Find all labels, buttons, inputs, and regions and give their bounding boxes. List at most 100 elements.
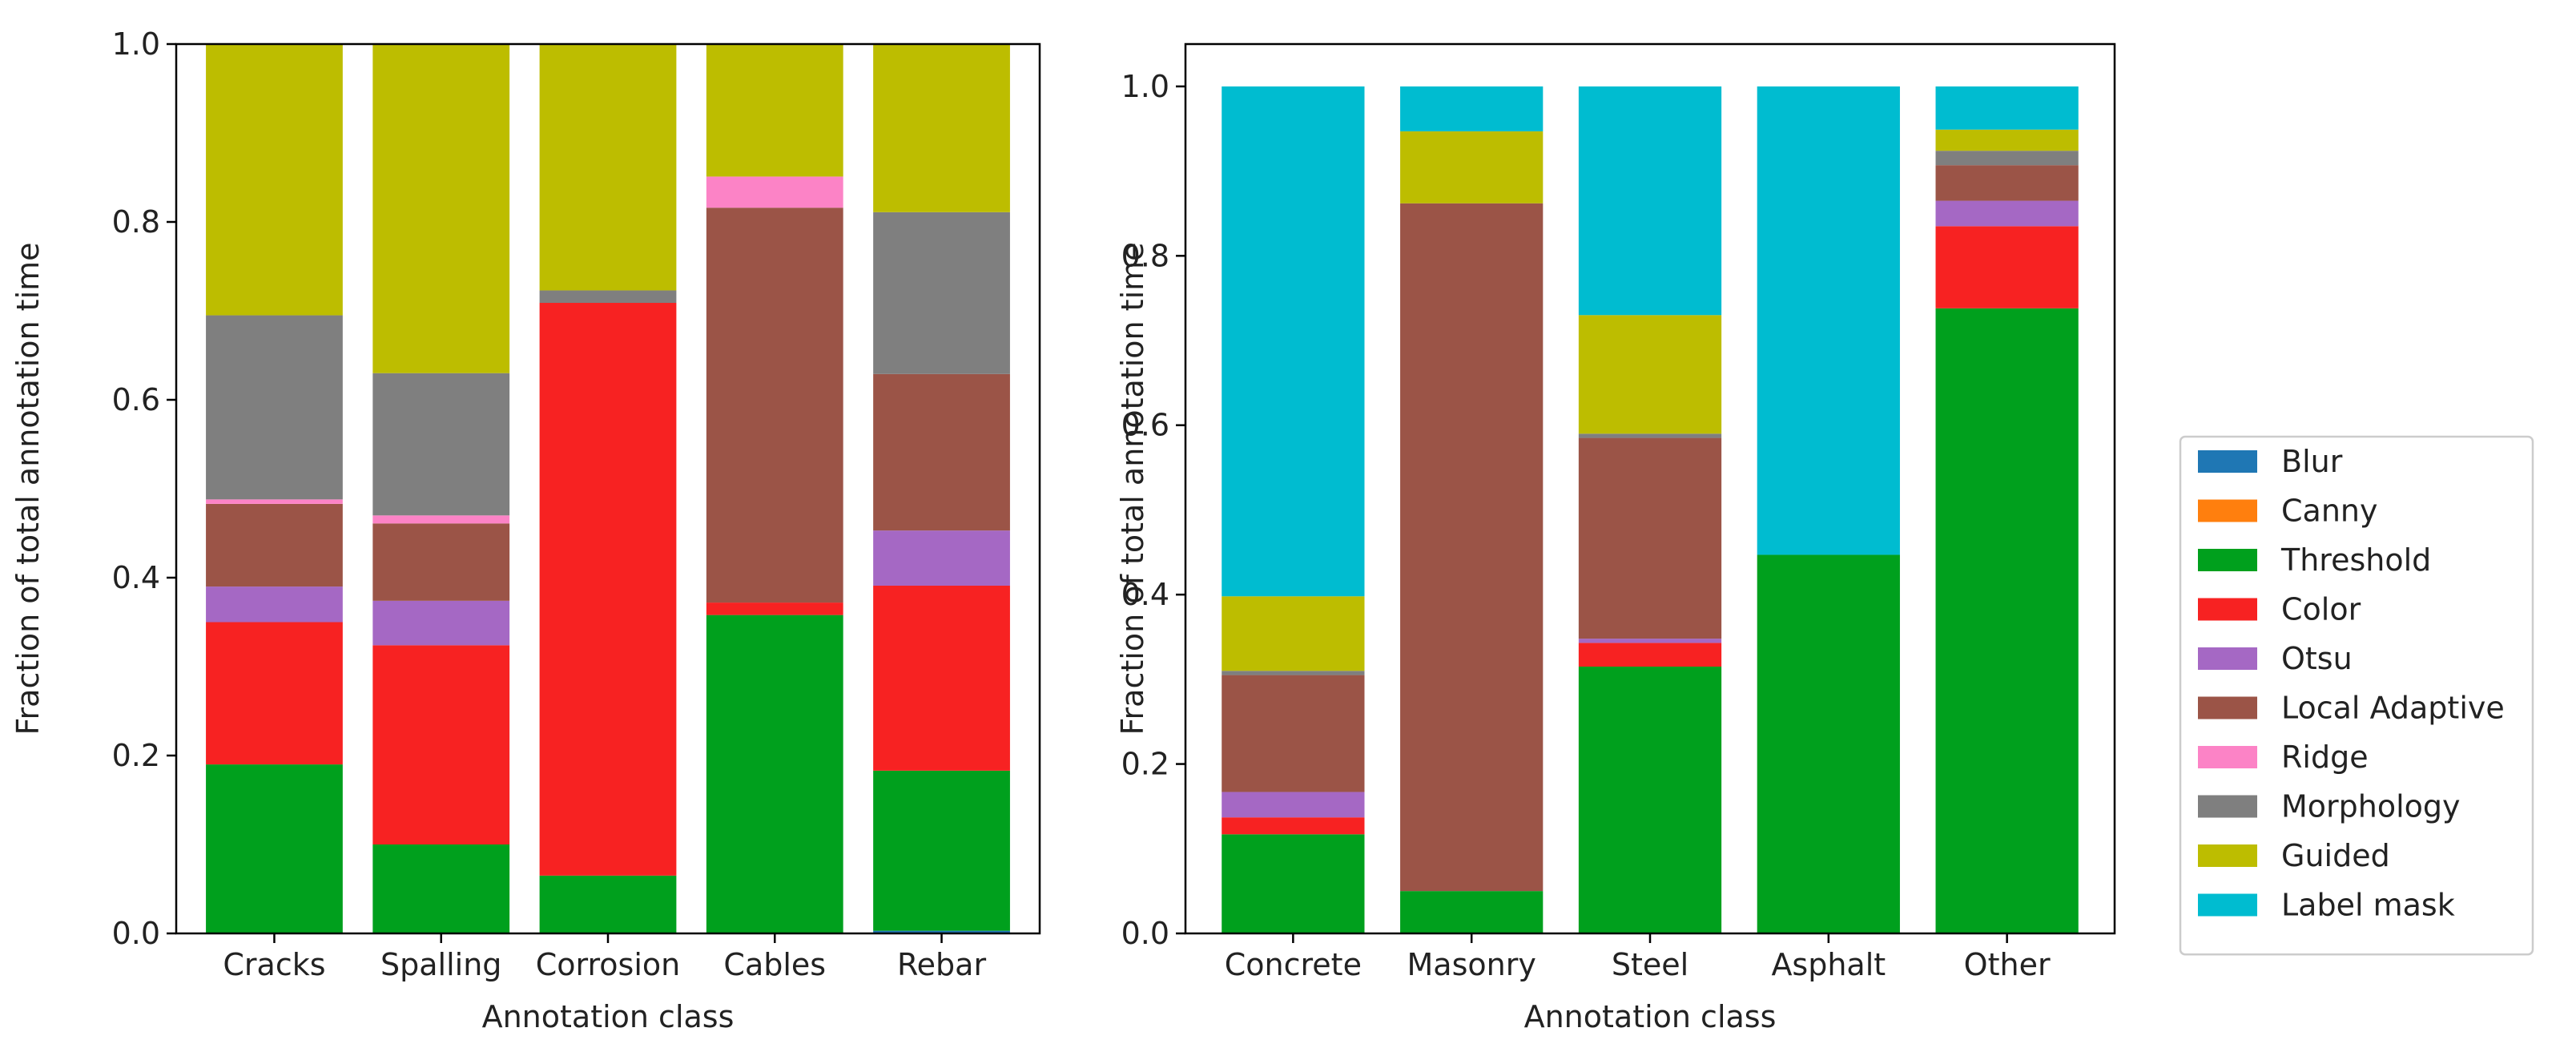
bar-spalling-color: [372, 645, 510, 844]
bar-cracks-guided: [206, 44, 343, 316]
legend-label-canny: Canny: [2281, 494, 2377, 529]
x-tick-label-rebar: Rebar: [897, 947, 986, 982]
bar-rebar-guided: [873, 44, 1010, 212]
bar-concrete-morphology: [1222, 671, 1365, 675]
y-tick-label: 0.0: [1121, 916, 1169, 951]
bar-cables-guided: [706, 44, 843, 177]
y-axis-label: Fraction of total annotation time: [1115, 242, 1150, 735]
x-tick-label-corrosion: Corrosion: [536, 947, 680, 982]
bar-masonry-label-mask: [1400, 86, 1544, 131]
bar-corrosion-color: [539, 303, 677, 876]
x-tick-label-spalling: Spalling: [380, 947, 501, 982]
y-axis-label: Fraction of total annotation time: [10, 242, 46, 735]
y-tick-label: 0.4: [1121, 577, 1169, 612]
x-tick-label-cracks: Cracks: [223, 947, 325, 982]
bar-spalling-morphology: [372, 373, 510, 516]
y-tick-label: 0.0: [112, 916, 160, 951]
bar-rebar-blur: [873, 930, 1010, 933]
bar-rebar-color: [873, 585, 1010, 771]
bar-spalling-threshold: [372, 844, 510, 933]
bar-steel-morphology: [1578, 433, 1722, 438]
y-tick-label: 0.8: [112, 204, 160, 240]
legend-swatch-ridge: [2198, 746, 2257, 768]
bar-other-otsu: [1935, 200, 2079, 227]
bar-other-guided: [1935, 129, 2079, 151]
bar-concrete-color: [1222, 817, 1365, 835]
bar-concrete-otsu: [1222, 792, 1365, 818]
bar-other-color: [1935, 226, 2079, 308]
x-axis-label: Annotation class: [482, 999, 735, 1034]
bar-cables-color: [706, 603, 843, 615]
y-tick-label: 0.6: [1121, 408, 1169, 443]
legend-swatch-morphology: [2198, 795, 2257, 818]
legend-swatch-otsu: [2198, 647, 2257, 670]
x-tick-label-steel: Steel: [1612, 947, 1688, 982]
bar-steel-otsu: [1578, 639, 1722, 643]
bar-rebar-local-adaptive: [873, 373, 1010, 531]
bar-steel-label-mask: [1578, 86, 1722, 316]
x-axis-label: Annotation class: [1524, 999, 1777, 1034]
bar-asphalt-threshold: [1757, 554, 1900, 933]
bar-masonry-threshold: [1400, 891, 1544, 933]
bar-masonry-guided: [1400, 131, 1544, 204]
legend-label-ridge: Ridge: [2281, 740, 2369, 775]
bar-other-local-adaptive: [1935, 165, 2079, 201]
bar-cables-threshold: [706, 615, 843, 933]
legend-swatch-blur: [2198, 450, 2257, 473]
legend-label-local-adaptive: Local Adaptive: [2281, 691, 2505, 726]
legend-label-blur: Blur: [2281, 444, 2343, 479]
y-tick-label: 0.2: [112, 738, 160, 773]
bar-cracks-threshold: [206, 764, 343, 933]
x-tick-label-cables: Cables: [723, 947, 826, 982]
bar-corrosion-threshold: [539, 875, 677, 933]
bar-spalling-ridge: [372, 515, 510, 524]
bar-concrete-guided: [1222, 596, 1365, 671]
bar-cracks-ridge: [206, 499, 343, 504]
y-tick-label: 0.2: [1121, 747, 1169, 782]
bar-spalling-local-adaptive: [372, 523, 510, 601]
legend-label-otsu: Otsu: [2281, 641, 2353, 676]
y-tick-label: 0.6: [112, 382, 160, 417]
legend-swatch-canny: [2198, 499, 2257, 522]
bar-steel-local-adaptive: [1578, 437, 1722, 639]
legend-label-morphology: Morphology: [2281, 789, 2461, 824]
bar-rebar-threshold: [873, 770, 1010, 931]
bar-cables-ridge: [706, 176, 843, 208]
bar-spalling-otsu: [372, 600, 510, 646]
bar-cracks-local-adaptive: [206, 503, 343, 587]
y-tick-label: 1.0: [1121, 69, 1169, 104]
bar-asphalt-label-mask: [1757, 86, 1900, 555]
x-tick-label-asphalt: Asphalt: [1771, 947, 1886, 982]
right-chart: 0.0 0.2 0.4 0.6 0.8 1.0 Concrete Masonry Steel As…: [1115, 42, 2116, 1034]
bar-other-morphology: [1935, 151, 2079, 166]
bar-corrosion-guided: [539, 44, 677, 291]
legend-label-color: Color: [2281, 592, 2361, 627]
bar-spalling-guided: [372, 44, 510, 373]
legend-label-threshold: Threshold: [2280, 542, 2431, 578]
bar-concrete-threshold: [1222, 834, 1365, 933]
legend-swatch-color: [2198, 598, 2257, 621]
legend-label-guided: Guided: [2281, 838, 2390, 873]
y-tick-label: 0.8: [1121, 238, 1169, 273]
bar-rebar-morphology: [873, 212, 1010, 374]
bar-steel-guided: [1578, 315, 1722, 434]
bar-cracks-color: [206, 622, 343, 765]
x-tick-label-masonry: Masonry: [1407, 947, 1536, 982]
legend-frame: [2179, 435, 2534, 956]
legend-swatch-label-mask: [2198, 893, 2257, 917]
bar-other-threshold: [1935, 308, 2079, 934]
left-chart: 0.0 0.2 0.4 0.6 0.8 1.0 Cracks Spalling Corrosio…: [10, 26, 1041, 1034]
bar-cracks-morphology: [206, 315, 343, 500]
legend-label-label-mask: Label mask: [2281, 888, 2455, 923]
bar-concrete-label-mask: [1222, 86, 1365, 597]
legend-swatch-guided: [2198, 844, 2257, 867]
y-tick-label: 1.0: [112, 26, 160, 62]
y-tick-label: 0.4: [112, 560, 160, 595]
legend: Blur Canny Threshold Color Otsu Local Adaptiv…: [2179, 435, 2534, 956]
bar-masonry-local-adaptive: [1400, 203, 1544, 892]
bar-steel-threshold: [1578, 667, 1722, 933]
x-tick-label-concrete: Concrete: [1225, 947, 1362, 982]
bar-corrosion-morphology: [539, 290, 677, 304]
legend-swatch-local-adaptive: [2198, 696, 2257, 719]
